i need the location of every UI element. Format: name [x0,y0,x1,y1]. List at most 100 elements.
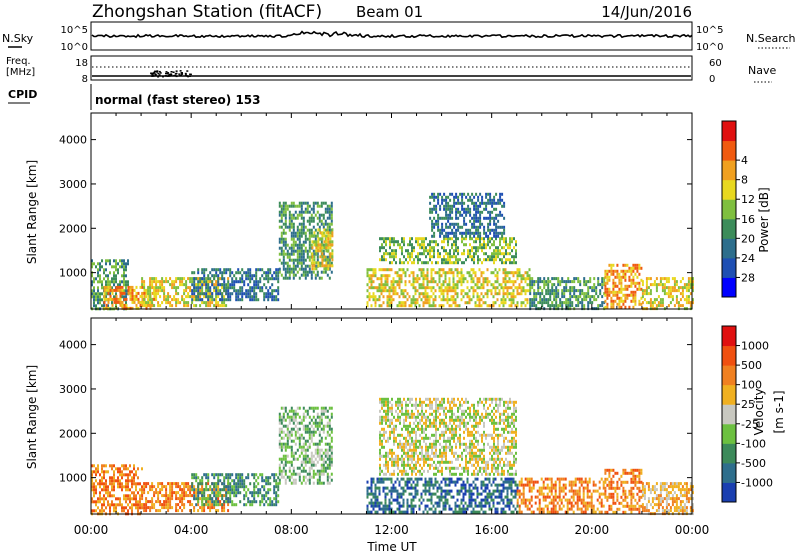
data-cell [177,301,180,305]
data-cell [113,509,115,513]
data-cell [483,252,485,256]
data-cell [395,249,397,253]
data-cell [115,274,117,278]
data-cell [137,500,139,504]
data-cell [494,268,497,272]
data-cell [366,289,369,293]
data-cell [273,295,276,299]
data-cell [328,406,331,410]
data-cell [498,292,501,296]
data-cell [275,277,278,281]
data-cell [555,286,558,290]
data-cell [385,415,387,419]
data-cell [175,491,178,495]
data-cell [147,289,150,293]
data-cell [298,222,301,226]
data-cell [181,488,184,492]
data-cell [243,479,246,483]
data-cell [463,216,466,220]
data-cell [399,421,401,425]
data-cell [515,261,517,265]
data-cell [439,228,442,232]
data-cell [557,277,560,281]
data-cell [265,479,268,483]
data-cell [135,285,138,289]
data-cell [243,482,246,486]
data-cell [143,291,146,295]
data-cell [493,231,496,235]
data-cell [477,246,479,250]
data-cell [211,295,214,299]
data-cell [308,234,311,238]
data-cell [321,264,324,268]
data-cell [551,304,554,308]
data-cell [424,298,427,302]
data-cell [433,249,435,253]
data-cell [91,283,93,287]
data-cell [330,430,333,434]
data-cell [115,277,117,281]
data-cell [488,280,491,284]
data-cell [227,289,230,293]
data-cell [269,497,272,501]
data-cell [397,412,399,416]
data-cell [314,463,317,467]
data-cell [649,292,652,296]
data-cell [177,277,180,281]
data-cell [91,485,93,489]
data-cell [280,216,283,220]
data-cell [205,292,208,296]
data-cell [423,261,425,265]
data-cell [316,421,319,425]
data-cell [401,448,403,452]
freq-dot [189,73,192,75]
data-cell [444,286,447,290]
data-cell [155,286,158,290]
data-cell [304,448,307,452]
data-cell [115,285,118,289]
data-cell [280,469,283,473]
data-cell [316,445,319,449]
data-cell [223,476,226,480]
data-cell [239,482,242,486]
data-cell [624,275,627,279]
data-cell [322,469,325,473]
data-cell [117,288,120,292]
data-cell [413,412,415,416]
data-cell [241,482,244,486]
data-cell [125,301,127,305]
data-cell [302,216,305,220]
data-cell [237,295,240,299]
data-cell [417,243,419,247]
data-cell [195,289,198,293]
data-cell [322,270,325,274]
data-cell [449,216,452,220]
data-cell [440,298,443,302]
data-cell [324,222,327,226]
data-cell [137,306,140,310]
data-cell [429,201,432,205]
data-cell [117,283,119,287]
data-cell [105,283,107,287]
data-cell [318,469,321,473]
data-cell [557,280,560,284]
data-cell [151,286,154,290]
data-cell [93,277,95,281]
data-cell [383,463,385,467]
data-cell [618,287,621,291]
data-cell [482,271,485,275]
data-cell [418,268,421,272]
data-cell [115,280,117,284]
data-cell [476,292,479,296]
data-cell [385,454,387,458]
data-cell [143,509,146,513]
data-cell [159,491,162,495]
data-cell [626,284,629,288]
data-cell [618,281,621,285]
nsky-tick-bottom: 10^0 [61,42,88,53]
freq-dot [189,75,191,77]
data-cell [157,500,160,504]
data-cell [325,258,328,262]
data-cell [245,295,248,299]
data-cell [286,415,289,419]
